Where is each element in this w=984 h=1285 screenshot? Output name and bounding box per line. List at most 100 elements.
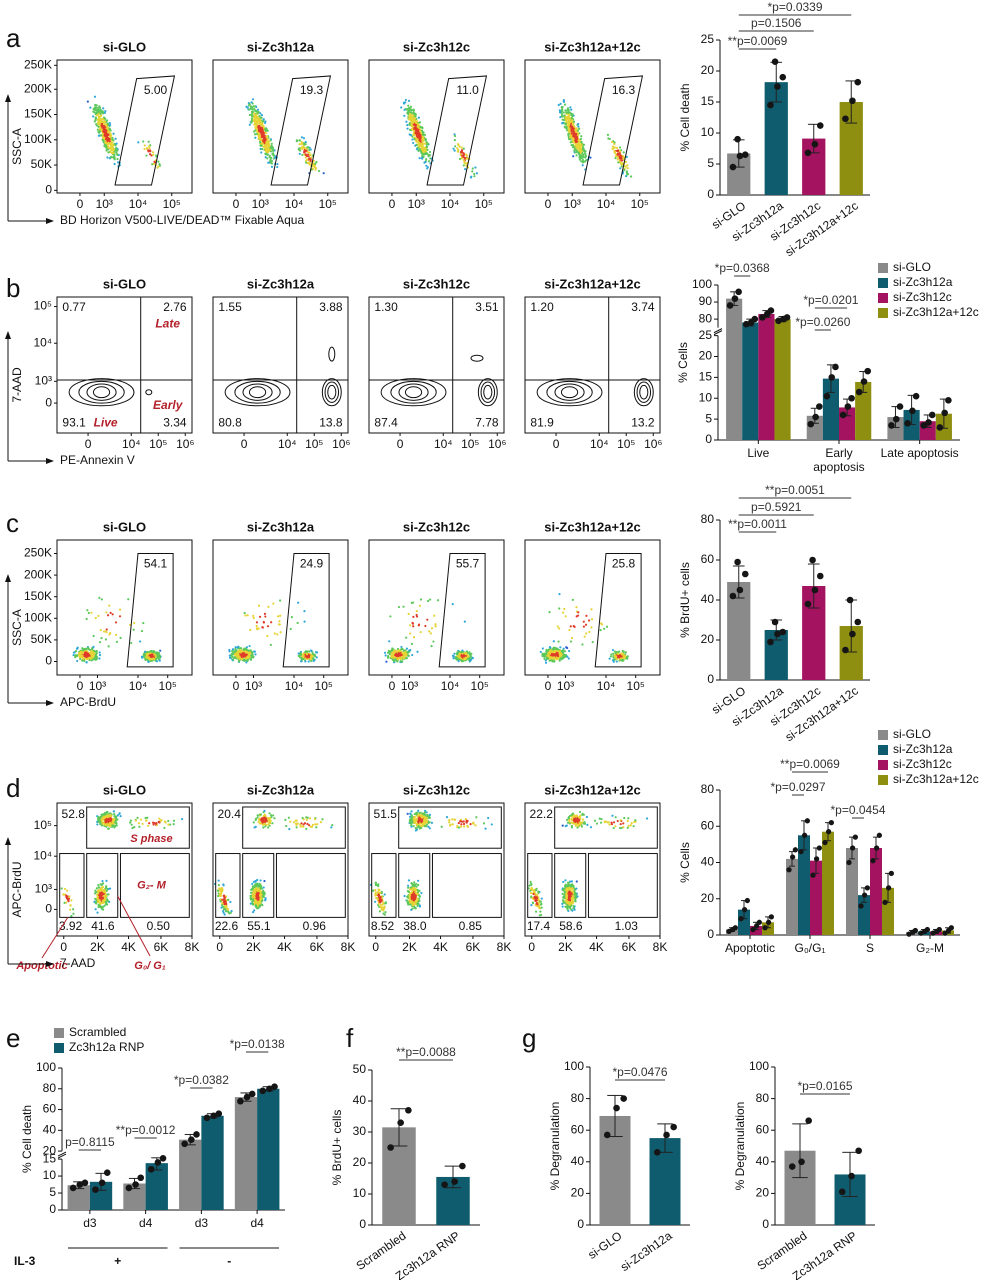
flow-dot	[264, 613, 266, 615]
flow-dot	[421, 138, 423, 140]
flow-dot	[416, 120, 418, 122]
flow-dot	[580, 141, 582, 143]
flow-x-tick-label: 8K	[185, 940, 200, 954]
quadrant-value: 1.20	[530, 300, 554, 314]
flow-dot	[615, 655, 617, 657]
flow-dot	[310, 156, 312, 158]
flow-dot	[253, 821, 255, 823]
flow-dot	[112, 820, 114, 822]
flow-dot	[243, 659, 245, 661]
flow-dot	[310, 159, 312, 161]
flow-dot	[301, 136, 303, 138]
flow-dot	[270, 621, 272, 623]
flow-dot	[563, 608, 565, 610]
flow-y-tick-label: 100K	[24, 132, 52, 146]
flow-dot	[458, 656, 460, 658]
flow-dot	[258, 892, 260, 894]
flow-dot	[584, 160, 586, 162]
flow-dot	[562, 612, 564, 614]
flow-dot	[562, 649, 564, 651]
flow-dot	[111, 824, 113, 826]
flow-dot	[388, 650, 390, 652]
flow-x-tick-label: 0	[216, 940, 223, 954]
panel-letter: c	[6, 508, 19, 538]
flow-dot	[254, 105, 256, 107]
flow-dot	[421, 147, 423, 149]
flow-dot	[278, 620, 280, 622]
flow-dot	[552, 657, 554, 659]
flow-dot	[411, 128, 413, 130]
flow-dot	[630, 175, 632, 177]
flow-dot	[463, 164, 465, 166]
flow-x-tick-label: 10⁵	[149, 437, 167, 451]
panel-letter: d	[6, 773, 20, 803]
flow-dot	[106, 631, 108, 633]
flow-dot	[92, 108, 94, 110]
flow-dot	[101, 814, 103, 816]
flow-dot	[545, 662, 547, 664]
flow-dot	[84, 655, 86, 657]
flow-dot	[267, 625, 269, 627]
flow-title: si-GLO	[103, 276, 146, 291]
flow-dot	[259, 879, 261, 881]
flow-dot	[272, 603, 274, 605]
flow-dot	[259, 616, 261, 618]
gate-value: 11.0	[456, 83, 479, 97]
flow-dot	[310, 655, 312, 657]
flow-dot	[464, 168, 466, 170]
flow-dot	[562, 651, 564, 653]
flow-dot	[551, 659, 553, 661]
flow-dot	[259, 898, 261, 900]
flow-title: si-Zc3h12a+12c	[544, 519, 640, 534]
flow-y-label: SSC-A	[10, 128, 24, 165]
flow-dot	[556, 650, 558, 652]
flow-dot	[157, 161, 159, 163]
flow-dot	[470, 659, 472, 661]
flow-dot	[143, 148, 145, 150]
flow-dot	[416, 610, 418, 612]
flow-dot	[460, 153, 462, 155]
flow-dot	[564, 109, 566, 111]
flow-dot	[398, 606, 400, 608]
flow-x-tick-label: 10³	[408, 197, 425, 211]
flow-dot	[572, 137, 574, 139]
flow-dot	[254, 894, 256, 896]
flow-dot	[105, 880, 107, 882]
flow-dot	[167, 824, 169, 826]
flow-dot	[415, 614, 417, 616]
flow-dot	[147, 150, 149, 152]
flow-dot	[578, 144, 580, 146]
flow-dot	[553, 660, 555, 662]
flow-dot	[626, 164, 628, 166]
flow-dot	[241, 655, 243, 657]
flow-dot	[232, 648, 234, 650]
flow-dot	[421, 153, 423, 155]
flow-dot	[70, 899, 72, 901]
flow-dot	[559, 646, 561, 648]
flow-dot	[463, 159, 465, 161]
flow-dot	[571, 115, 573, 117]
flow-dot	[97, 126, 99, 128]
flow-x-tick-label: 10⁴	[278, 437, 297, 451]
flow-dot	[255, 124, 257, 126]
flow-dot	[100, 892, 102, 894]
flow-dot	[105, 821, 107, 823]
flow-dot	[102, 906, 104, 908]
flow-y-tick-label: 150K	[24, 589, 52, 603]
flow-dot	[305, 160, 307, 162]
flow-dot	[429, 598, 431, 600]
gate-value: 52.8	[62, 807, 86, 821]
flow-dot	[476, 172, 478, 174]
flow-title: si-Zc3h12a	[247, 519, 315, 534]
flow-dot	[289, 821, 291, 823]
flow-y-tick-label: 50K	[31, 632, 52, 646]
flow-dot	[239, 653, 241, 655]
flow-dot	[104, 897, 106, 899]
flow-dot	[288, 817, 290, 819]
flow-dot	[408, 124, 410, 126]
flow-dot	[115, 634, 117, 636]
flow-dot	[250, 897, 252, 899]
flow-frame	[213, 297, 348, 433]
flow-dot	[426, 167, 428, 169]
flow-x-tick-label: 10³	[245, 679, 262, 693]
